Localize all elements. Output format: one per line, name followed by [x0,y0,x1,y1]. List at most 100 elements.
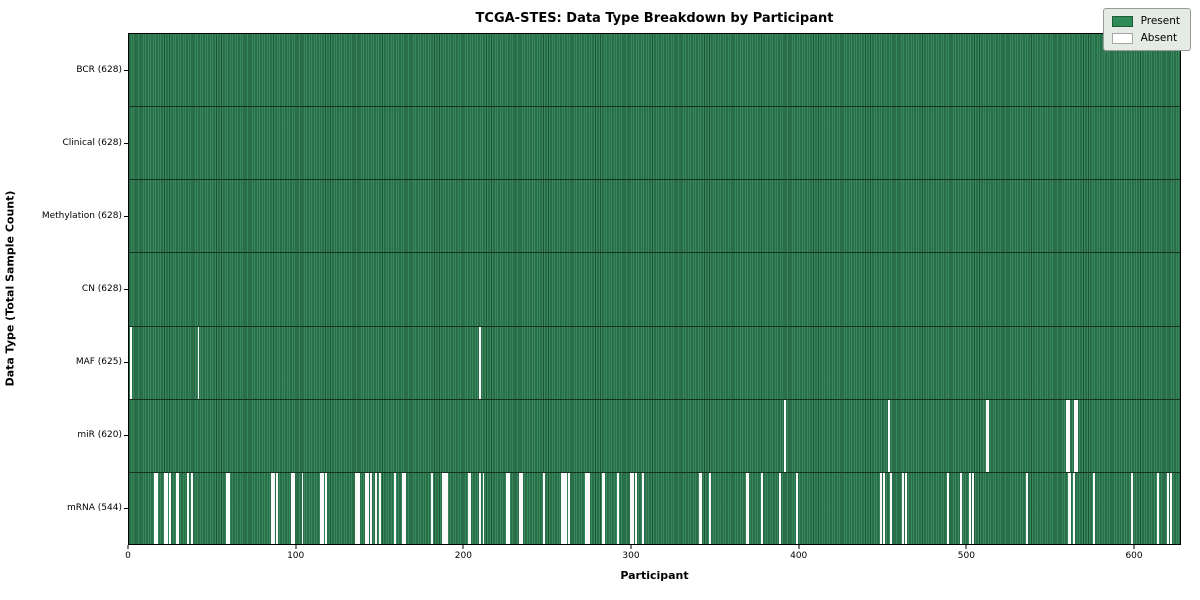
absent-mark [747,472,750,544]
x-tick-label: 600 [1125,551,1143,561]
y-tick-mark [124,69,128,71]
absent-mark [190,472,193,544]
absent-mark [883,472,886,544]
absent-mark [444,472,446,544]
absent-mark [698,472,701,544]
x-tick-mark [630,545,632,549]
absent-mark [985,399,988,472]
x-tick-mark [462,545,464,549]
heatmap-row-methylation [129,180,1180,254]
absent-mark [273,472,275,544]
absent-mark [467,472,470,544]
absent-mark [630,472,633,544]
absent-mark [291,472,294,544]
absent-mark [356,472,359,544]
absent-mark [905,472,908,544]
absent-mark [586,472,589,544]
absent-mark [366,472,369,544]
x-tick-mark [1133,545,1135,549]
absent-mark [564,472,567,544]
absent-mark [319,472,322,544]
absent-mark [1072,472,1075,544]
absent-mark [1156,472,1159,544]
y-tick-label: CN (628) [81,284,122,294]
absent-mark [293,472,295,544]
absent-mark [375,472,378,544]
x-tick-label: 200 [454,551,472,561]
absent-mark [1025,472,1028,544]
absent-mark [165,472,168,544]
legend-label: Absent [1140,32,1178,44]
absent-mark [1166,472,1169,544]
absent-mark [588,472,591,544]
x-tick-mark [798,545,800,549]
y-tick-label: mRNA (544) [67,503,122,514]
chart-title: TCGA-STES: Data Type Breakdown by Partic… [475,11,834,26]
absent-mark [700,472,703,544]
absent-mark [1170,472,1172,544]
absent-mark [542,472,545,544]
heatmap-row-mir [129,399,1180,473]
absent-mark [601,472,604,544]
absent-mark [479,472,482,544]
absent-mark [519,472,522,544]
heatmap-row-bcr [129,34,1180,108]
absent-mark [321,472,324,544]
x-tick-mark [965,545,967,549]
absent-mark [947,472,949,544]
absent-mark [1067,472,1070,544]
absent-mark [506,472,508,544]
absent-mark [301,472,304,544]
absent-mark [130,326,133,399]
absent-mark [355,472,358,544]
legend-entry: Absent [1111,32,1180,44]
absent-mark [169,472,171,544]
absent-mark [568,472,570,544]
x-tick-label: 100 [287,551,305,561]
absent-mark [358,472,361,544]
x-tick-label: 500 [957,551,975,561]
absent-mark [901,472,904,544]
absent-mark [708,472,711,544]
absent-mark [276,472,279,544]
absent-mark [469,472,472,544]
y-tick-label: Clinical (628) [62,137,122,148]
absent-mark [987,399,990,472]
absent-mark [445,472,448,544]
absent-mark [641,472,644,544]
absent-mark [745,472,748,544]
x-tick-mark [127,545,129,549]
absent-mark [1067,399,1070,472]
absent-mark [378,472,381,544]
absent-mark [175,472,178,544]
absent-mark [227,472,230,544]
absent-mark [584,472,587,544]
absent-mark [561,472,564,544]
y-tick-mark [124,508,128,510]
y-tick-mark [124,215,128,217]
x-tick-mark [295,545,297,549]
heatmap-row-mrna [129,472,1180,544]
absent-mark [960,472,963,544]
absent-mark [1069,472,1072,544]
x-tick-label: 300 [622,551,640,561]
absent-mark [616,472,619,544]
absent-mark [430,472,433,544]
absent-mark [197,326,200,399]
y-tick-mark [124,435,128,437]
absent-mark [1074,399,1077,472]
absent-mark [888,399,891,472]
absent-mark [442,472,445,544]
y-tick-label: Methylation (628) [41,210,122,221]
absent-mark [635,472,638,544]
absent-mark [760,472,763,544]
absent-mark [879,472,882,544]
absent-mark [507,472,510,544]
absent-mark [393,472,396,544]
absent-mark [968,472,971,544]
y-tick-label: miR (620) [77,430,122,441]
absent-mark [365,472,368,544]
y-tick-mark [124,289,128,290]
absent-mark [177,472,180,544]
